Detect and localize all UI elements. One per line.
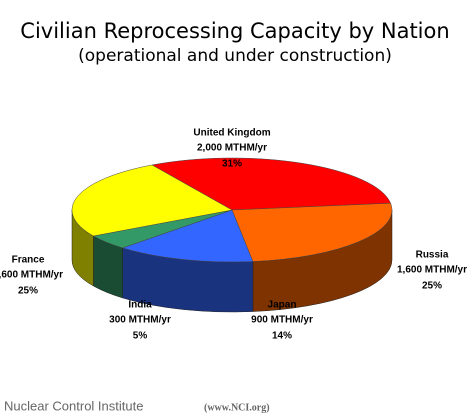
share-label: 14% [272,331,292,342]
value-label: 900 MTHM/yr [251,315,313,326]
slice-label: India [128,300,152,311]
slice-label: Japan [268,300,297,311]
slice [121,209,254,263]
share-label: 25% [18,286,38,297]
source: Nuclear Control Institute [4,398,143,413]
slice-label: France [12,255,45,266]
share-label: 25% [422,281,442,292]
value-label: 1,600 MTHM/yr [0,270,63,281]
slice [71,164,233,237]
slice-label: Russia [416,250,449,261]
slice [151,157,391,211]
value-label: 1,600 MTHM/yr [397,265,467,276]
share-label: 31% [222,159,242,170]
slice [231,202,393,262]
value-label: 300 MTHM/yr [109,315,171,326]
share-label: 5% [133,331,148,342]
chart-title: Civilian Reprocessing Capacity by Nation [20,19,449,43]
source-url: (www.NCI.org) [204,402,270,413]
chart-subtitle: (operational and under construction) [78,46,392,66]
slice-label: United Kingdom [193,128,270,139]
value-label: 2,000 MTHM/yr [197,143,267,154]
